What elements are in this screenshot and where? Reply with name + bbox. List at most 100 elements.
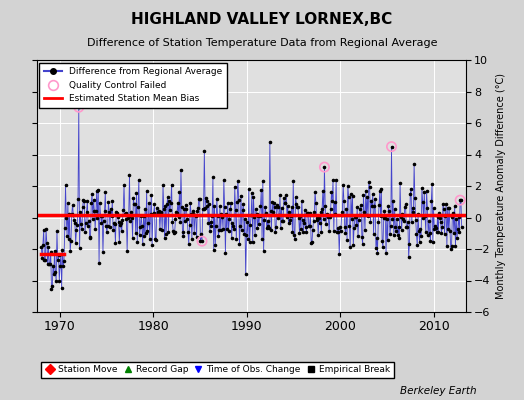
Point <box>313 215 322 221</box>
Point <box>256 212 264 219</box>
Point <box>437 230 445 236</box>
Point <box>219 226 227 232</box>
Point <box>135 232 144 238</box>
Point <box>186 200 194 206</box>
Point <box>114 218 123 225</box>
Point <box>310 209 319 215</box>
Point <box>357 202 365 208</box>
Point <box>330 228 338 234</box>
Point <box>248 239 257 246</box>
Point <box>50 248 59 254</box>
Point <box>237 226 246 233</box>
Point <box>288 228 297 235</box>
Point <box>133 238 141 245</box>
Point <box>333 228 341 235</box>
Point <box>417 233 425 240</box>
Point <box>79 204 87 210</box>
Point <box>394 232 402 239</box>
Point <box>128 215 136 221</box>
Point <box>405 240 413 247</box>
Point <box>244 236 252 242</box>
Point <box>259 248 268 254</box>
Point <box>434 229 442 235</box>
Point <box>423 205 432 211</box>
Point <box>168 218 177 225</box>
Point <box>139 213 148 220</box>
Point <box>121 211 129 218</box>
Point <box>342 206 351 212</box>
Point <box>368 203 376 210</box>
Point <box>264 218 272 224</box>
Point <box>331 199 339 206</box>
Point <box>285 209 293 215</box>
Point <box>127 209 135 216</box>
Point <box>263 225 271 232</box>
Point <box>358 241 367 247</box>
Point <box>162 231 170 238</box>
Point <box>138 241 147 248</box>
Point <box>249 194 258 200</box>
Point <box>432 224 440 231</box>
Point <box>206 218 215 225</box>
Point <box>111 240 119 246</box>
Point <box>103 223 112 229</box>
Point <box>278 218 287 224</box>
Point <box>255 221 263 227</box>
Point <box>242 232 250 238</box>
Point <box>170 228 179 235</box>
Point <box>184 240 193 247</box>
Point <box>85 234 94 240</box>
Point <box>265 224 273 231</box>
Point <box>272 201 281 208</box>
Point <box>214 233 223 239</box>
Point <box>390 206 399 212</box>
Point <box>69 211 78 218</box>
Point <box>150 201 159 207</box>
Point <box>419 199 427 206</box>
Point <box>167 182 176 188</box>
Point <box>379 215 388 222</box>
Point <box>356 205 365 212</box>
Point <box>234 178 242 184</box>
Point <box>318 205 326 212</box>
Point <box>113 210 121 216</box>
Point <box>201 204 209 211</box>
Point <box>204 220 212 226</box>
Point <box>122 210 130 216</box>
Point <box>239 201 247 207</box>
Point <box>416 239 424 245</box>
Point <box>363 212 371 219</box>
Point <box>145 200 153 207</box>
Point <box>38 255 46 262</box>
Point <box>103 228 111 235</box>
Point <box>398 210 407 217</box>
Point <box>387 223 395 230</box>
Point <box>167 200 175 206</box>
Point <box>125 172 134 178</box>
Point <box>134 204 142 210</box>
Point <box>414 228 423 234</box>
Point <box>188 236 196 242</box>
Point <box>421 213 429 219</box>
Point <box>375 202 383 208</box>
Point <box>41 257 49 263</box>
Point <box>39 242 47 248</box>
Point <box>47 249 55 255</box>
Point <box>355 217 363 223</box>
Point <box>456 197 464 203</box>
Point <box>192 213 200 220</box>
Point <box>140 233 148 239</box>
Point <box>207 223 215 229</box>
Point <box>123 248 132 254</box>
Point <box>172 208 180 215</box>
Point <box>90 197 98 203</box>
Point <box>354 233 362 239</box>
Point <box>324 213 333 219</box>
Point <box>178 229 187 236</box>
Point <box>315 215 323 221</box>
Point <box>225 216 234 223</box>
Point <box>322 221 330 228</box>
Point <box>76 209 84 215</box>
Point <box>100 218 108 224</box>
Point <box>98 213 106 219</box>
